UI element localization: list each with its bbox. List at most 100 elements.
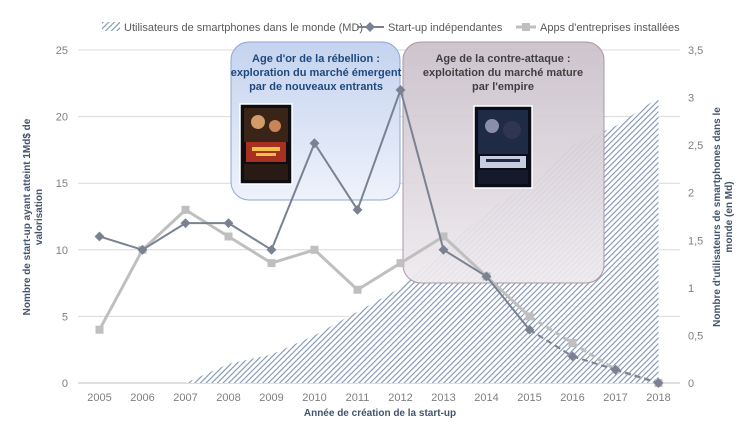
series-segment xyxy=(99,235,143,251)
annotation-rebellion-line2: exploration du marché émergent xyxy=(231,67,402,79)
new-hope-poster xyxy=(239,103,293,185)
data-point xyxy=(610,364,621,375)
data-point xyxy=(525,312,534,321)
series-segment xyxy=(399,89,445,251)
legend-item-startups: Start-up indépendantes xyxy=(357,22,503,34)
x-tick-label: 2012 xyxy=(388,392,412,404)
data-point xyxy=(567,351,578,362)
x-tick-label: 2013 xyxy=(431,392,455,404)
series-segment xyxy=(356,89,402,211)
y-right-tick-label: 2,5 xyxy=(688,140,703,152)
data-point xyxy=(568,339,577,348)
area-layer xyxy=(185,97,659,384)
data-point xyxy=(653,378,664,388)
x-tick-label: 2007 xyxy=(173,392,197,404)
data-point xyxy=(180,218,191,229)
annotation-box-rebellion: Age d'or de la rébellion : exploration d… xyxy=(230,41,402,201)
y-right-tick-label: 1 xyxy=(688,283,694,295)
x-tick-label: 2006 xyxy=(130,392,154,404)
y-right-tick-label: 1,5 xyxy=(688,235,703,247)
x-tick-label: 2009 xyxy=(259,392,283,404)
series-segment xyxy=(270,142,316,251)
x-tick-label: 2015 xyxy=(517,392,541,404)
series-segment xyxy=(356,261,402,292)
data-point xyxy=(267,259,276,268)
series-segment xyxy=(313,142,359,211)
series-segment xyxy=(571,341,617,371)
legend-marker-startups xyxy=(365,22,375,32)
y-left-tick-label: 25 xyxy=(56,45,68,57)
y-left-tick-label: 0 xyxy=(62,378,68,390)
legend-label-smartphones: Utilisateurs de smartphones dans le mond… xyxy=(124,22,363,34)
legend-label-apps: Apps d'entreprises installées xyxy=(540,22,680,34)
series-segment xyxy=(98,249,144,331)
empire-strikes-back-poster xyxy=(473,105,533,189)
series-segment xyxy=(141,208,187,251)
legend-item-smartphones: Utilisateurs de smartphones dans le mond… xyxy=(102,22,363,34)
data-point xyxy=(352,204,363,215)
axes-layer: 0 5 10 15 20 25 0 0,5 1 1,5 2 2,5 3 3,5 2005 2006 2007 20… xyxy=(56,45,704,404)
y-axis-right-title: Nombre d'utilisateurs de smartphones dan… xyxy=(712,107,735,327)
data-point xyxy=(310,245,319,254)
y-right-tick-label: 0 xyxy=(688,378,694,390)
annotation-rebellion-title: Age d'or de la rébellion : xyxy=(252,53,380,65)
series-segment xyxy=(442,235,488,278)
annotation-empire-line2: exploitation du marché mature xyxy=(423,67,583,79)
series-segment xyxy=(271,248,315,265)
area-smartphones xyxy=(185,97,659,384)
data-point xyxy=(137,244,148,255)
series-segment xyxy=(442,248,488,278)
data-point xyxy=(224,232,233,241)
series-segment xyxy=(227,235,273,265)
series-segment xyxy=(227,222,273,251)
series-segment xyxy=(572,355,616,371)
data-point xyxy=(266,244,277,255)
legend: Utilisateurs de smartphones dans le mond… xyxy=(102,22,680,34)
data-point xyxy=(439,232,448,241)
y-left-tick-label: 5 xyxy=(62,311,68,323)
x-tick-label: 2008 xyxy=(216,392,240,404)
data-point xyxy=(396,259,405,268)
series-segment xyxy=(528,328,574,358)
data-point xyxy=(181,205,190,214)
series-segment xyxy=(399,235,445,265)
y-right-tick-label: 3 xyxy=(688,93,694,105)
y-left-tick-label: 20 xyxy=(56,112,68,124)
x-tick-label: 2011 xyxy=(346,392,370,404)
annotation-empire-title: Age de la contre-attaque : xyxy=(435,53,570,65)
series-segment xyxy=(141,222,187,251)
series-segment xyxy=(528,315,574,345)
legend-label-startups: Start-up indépendantes xyxy=(388,22,503,34)
annotation-empire-line3: par l'empire xyxy=(472,81,534,93)
data-point xyxy=(524,324,535,335)
y-right-tick-label: 3,5 xyxy=(688,45,703,57)
data-point xyxy=(353,285,362,294)
data-point xyxy=(94,231,105,242)
legend-item-apps: Apps d'entreprises installées xyxy=(516,22,680,34)
data-point xyxy=(309,138,320,149)
legend-marker-apps xyxy=(522,23,530,31)
series-startups xyxy=(94,85,664,388)
data-point xyxy=(438,244,449,255)
y-axis-left-title: Nombre de start-up ayant atteint 1Md$ de… xyxy=(22,118,45,316)
y-left-tick-label: 15 xyxy=(56,178,68,190)
y-right-tick-label: 2 xyxy=(688,188,694,200)
y-right-tick-label: 0,5 xyxy=(688,330,703,342)
x-tick-label: 2010 xyxy=(302,392,326,404)
x-tick-label: 2017 xyxy=(603,392,627,404)
annotation-rebellion-line3: par de nouveaux entrants xyxy=(249,81,383,93)
x-tick-label: 2005 xyxy=(87,392,111,404)
data-point xyxy=(223,218,234,229)
data-point xyxy=(95,325,104,334)
lines-layer xyxy=(94,85,664,388)
x-tick-label: 2014 xyxy=(474,392,498,404)
x-axis-title: Année de création de la start-up xyxy=(304,408,456,419)
annotation-box-empire: Age de la contre-attaque : exploitation … xyxy=(402,41,605,284)
y-left-tick-label: 10 xyxy=(56,245,68,257)
x-tick-label: 2018 xyxy=(646,392,670,404)
series-segment xyxy=(485,275,531,331)
series-segment xyxy=(615,368,659,384)
legend-swatch-smartphones xyxy=(102,22,120,31)
x-tick-label: 2016 xyxy=(560,392,584,404)
